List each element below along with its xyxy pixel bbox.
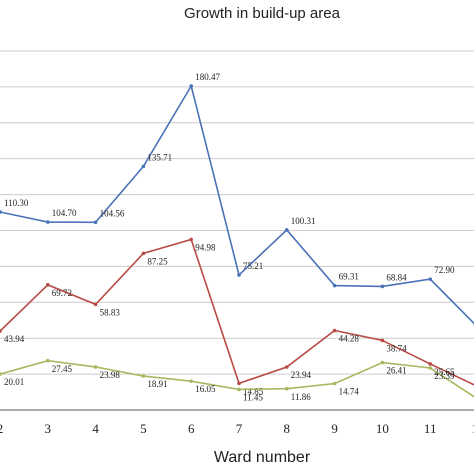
- point: [380, 284, 385, 289]
- point: [0, 210, 2, 214]
- value-label: 18.91: [147, 379, 167, 389]
- point: [46, 283, 50, 287]
- value-label: 23.39: [434, 371, 455, 381]
- point: [0, 329, 2, 333]
- x-tick-label: 7: [236, 421, 243, 436]
- x-tick-label: 2: [0, 421, 3, 436]
- point: [428, 366, 433, 370]
- x-tick-label: 8: [284, 421, 291, 436]
- value-label: 11.45: [243, 393, 263, 403]
- value-label: 23.94: [291, 370, 312, 380]
- x-tick-label: 9: [331, 421, 338, 436]
- x-tick-label: 11: [424, 421, 437, 436]
- value-label: 72.90: [434, 265, 455, 275]
- point: [93, 365, 98, 369]
- point: [141, 374, 146, 378]
- point: [189, 84, 193, 88]
- value-label: 14.85: [243, 386, 264, 396]
- value-label: 110.30: [4, 198, 29, 208]
- x-tick-label: 10: [376, 421, 389, 436]
- value-label: 135.71: [147, 152, 172, 162]
- point: [141, 251, 146, 256]
- value-label: 69.72: [52, 288, 72, 298]
- point: [332, 381, 337, 386]
- point: [380, 338, 385, 343]
- point: [428, 277, 433, 281]
- point: [285, 386, 289, 391]
- point: [189, 379, 193, 383]
- value-label: 104.70: [52, 208, 77, 218]
- value-label: 27.45: [52, 364, 73, 374]
- value-label: 68.84: [386, 272, 407, 282]
- value-label: 69.31: [339, 272, 359, 282]
- point: [93, 302, 98, 307]
- value-label: 16.05: [195, 384, 216, 394]
- chart-title: Growth in build-up area: [184, 5, 341, 22]
- value-label: 75.21: [243, 261, 263, 271]
- value-label: 26.41: [386, 366, 406, 376]
- value-label: 43.94: [4, 334, 25, 344]
- point: [285, 365, 289, 369]
- x-axis-title: Ward number: [214, 449, 311, 466]
- value-label: 180.47: [195, 72, 220, 82]
- point: [237, 273, 241, 277]
- value-label: 44.28: [339, 334, 360, 344]
- value-label: 14.74: [339, 387, 360, 397]
- point: [380, 360, 385, 365]
- point: [93, 220, 98, 225]
- point: [237, 381, 241, 386]
- value-label: 87.25: [147, 256, 168, 266]
- value-label: 104.56: [100, 208, 125, 218]
- point: [46, 358, 50, 363]
- x-tick-label: 6: [188, 421, 195, 436]
- value-label: 100.31: [291, 216, 316, 226]
- point: [237, 387, 241, 392]
- plot-area: 110.30 104.70 104.56 135.71 180.47 75.21 100.3…: [0, 50, 474, 411]
- x-tick-label: 5: [140, 421, 147, 436]
- point: [285, 228, 289, 232]
- value-label: 25.65: [434, 367, 455, 377]
- point: [332, 283, 337, 288]
- point: [189, 237, 193, 242]
- value-label: 23.98: [100, 370, 121, 380]
- point: [141, 164, 146, 169]
- value-label: 38.74: [386, 344, 407, 354]
- value-label: 58.83: [100, 307, 121, 317]
- value-label: 11.86: [291, 392, 311, 402]
- point: [46, 220, 50, 224]
- point: [332, 328, 337, 333]
- point: [428, 362, 433, 366]
- x-tick-label: 12: [472, 421, 474, 436]
- x-tick-label: 4: [92, 421, 99, 436]
- point: [0, 372, 2, 376]
- x-tick-label: 3: [45, 421, 52, 436]
- value-label: 20.01: [4, 377, 24, 387]
- value-label: 94.98: [195, 243, 216, 253]
